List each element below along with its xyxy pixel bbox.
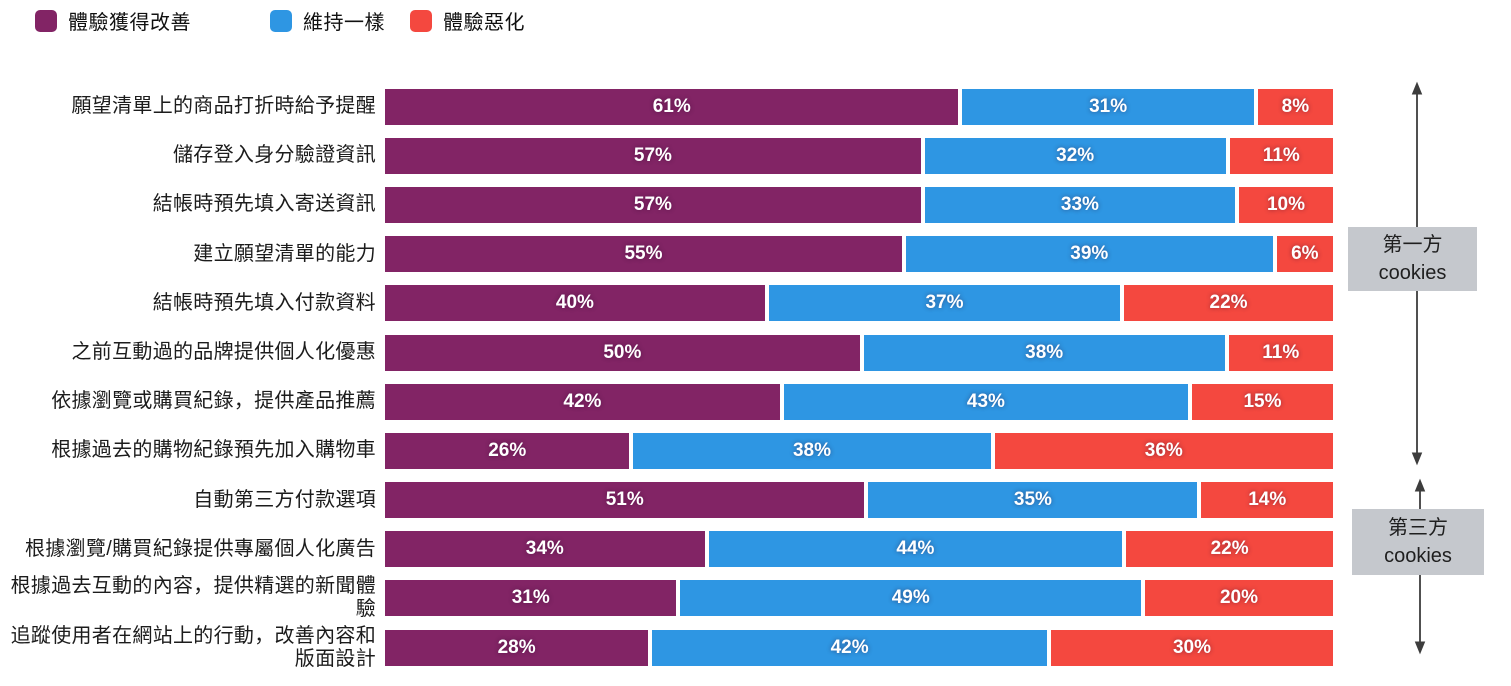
bar-segment-improve: 42% [385,383,780,420]
stacked-bar: 31% 49% 20% [385,580,1333,617]
legend-item-same: 維持一樣 [270,6,385,35]
category-label: 根據過去互動的內容，提供精選的新聞體驗 [10,575,376,621]
stacked-bar: 42% 43% 15% [385,383,1333,420]
category-label: 根據瀏覽/購買紀錄提供專屬個人化廣告 [25,537,376,560]
bar-segment-improve: 61% [385,88,959,125]
stacked-bar: 55% 39% 6% [385,236,1333,273]
third-party-line2: cookies [1384,545,1452,567]
chart-row: 自動第三方付款選項 51% 35% 14% [0,476,1333,525]
bar-segment-same: 39% [906,236,1273,273]
bar-segment-improve: 51% [385,482,865,519]
bar-segment-worse: 11% [1228,334,1333,371]
chart-row: 依據瀏覽或購買紀錄，提供產品推薦 42% 43% 15% [0,377,1333,426]
bar-segment-improve: 57% [385,137,921,174]
stacked-bar: 28% 42% 30% [385,629,1333,666]
bar-segment-improve: 28% [385,629,649,666]
stacked-bar: 34% 44% 22% [385,531,1333,568]
chart-row: 建立願望清單的能力 55% 39% 6% [0,230,1333,279]
legend-item-worse: 體驗惡化 [410,6,525,35]
category-label: 追蹤使用者在網站上的行動，改善內容和版面設計 [10,624,376,670]
stacked-bar: 57% 32% 11% [385,137,1333,174]
category-label: 建立願望清單的能力 [193,242,376,265]
legend-swatch-improve [35,9,57,32]
category-label: 自動第三方付款選項 [193,488,376,511]
category-label: 結帳時預先填入寄送資訊 [152,193,376,216]
chart-row: 結帳時預先填入付款資料 40% 37% 22% [0,279,1333,328]
bar-segment-worse: 22% [1124,285,1333,322]
third-party-line1: 第三方 [1388,517,1448,539]
bar-segment-worse: 6% [1276,236,1333,273]
stacked-bar: 61% 31% 8% [385,88,1334,125]
bar-segment-worse: 36% [994,432,1334,469]
bar-segment-worse: 14% [1201,482,1333,519]
stacked-bar: 26% 38% 36% [385,432,1334,469]
legend-label-worse: 體驗惡化 [443,12,525,34]
first-party-line2: cookies [1378,262,1447,284]
chart-row: 結帳時預先填入寄送資訊 57% 33% 10% [0,180,1333,229]
bar-segment-worse: 20% [1145,580,1333,617]
bar-segment-improve: 55% [385,236,902,273]
chart-row: 根據過去互動的內容，提供精選的新聞體驗 31% 49% 20% [0,574,1333,623]
category-label: 結帳時預先填入付款資料 [152,291,376,314]
bar-segment-worse: 10% [1239,186,1333,223]
stacked-bar: 57% 33% 10% [385,186,1333,223]
category-label: 依據瀏覽或購買紀錄，提供產品推薦 [51,390,376,413]
chart-row: 之前互動過的品牌提供個人化優惠 50% 38% 11% [0,328,1333,377]
stacked-bar-chart: 願望清單上的商品打折時給予提醒 61% 31% 8% 儲存登入身分驗證資訊 57% 32% 1… [0,82,1334,672]
bar-segment-same: 44% [708,531,1123,568]
category-label: 儲存登入身分驗證資訊 [173,144,376,167]
bar-segment-worse: 11% [1229,137,1333,174]
bar-segment-improve: 34% [385,531,705,568]
third-party-cookies-label: 第三方 cookies [1352,509,1484,575]
stacked-bar: 50% 38% 11% [385,334,1333,371]
bar-segment-worse: 15% [1192,383,1333,420]
legend-swatch-same [270,9,292,32]
category-label: 之前互動過的品牌提供個人化優惠 [71,341,376,364]
bar-segment-same: 42% [652,629,1047,666]
legend-label-improve: 體驗獲得改善 [68,12,191,34]
bar-segment-improve: 50% [385,334,860,371]
chart-row: 根據瀏覽/購買紀錄提供專屬個人化廣告 34% 44% 22% [0,525,1333,574]
bar-segment-improve: 40% [385,285,765,322]
bar-segment-same: 37% [768,285,1121,322]
bar-segment-same: 43% [783,383,1188,420]
bar-segment-worse: 22% [1126,531,1333,568]
legend-label-same: 維持一樣 [303,12,385,34]
bar-segment-worse: 8% [1257,88,1334,125]
chart-row: 願望清單上的商品打折時給予提醒 61% 31% 8% [0,82,1334,131]
chart-row: 儲存登入身分驗證資訊 57% 32% 11% [0,131,1333,180]
bar-segment-same: 31% [962,88,1254,125]
legend-item-improve: 體驗獲得改善 [35,6,191,35]
category-label: 根據過去的購物紀錄預先加入購物車 [51,439,376,462]
bar-segment-improve: 31% [385,580,677,617]
stacked-bar: 40% 37% 22% [385,285,1333,322]
legend-swatch-worse [410,9,432,32]
first-party-line1: 第一方 [1382,234,1443,256]
bar-segment-worse: 30% [1051,629,1333,666]
bar-segment-improve: 57% [385,186,921,223]
chart-row: 根據過去的購物紀錄預先加入購物車 26% 38% 36% [0,426,1334,475]
stacked-bar: 51% 35% 14% [385,482,1333,519]
bar-segment-same: 38% [863,334,1225,371]
chart-row: 追蹤使用者在網站上的行動，改善內容和版面設計 28% 42% 30% [0,623,1333,672]
bar-segment-same: 38% [633,432,991,469]
bar-segment-same: 35% [868,482,1198,519]
first-party-cookies-label: 第一方 cookies [1348,227,1477,291]
bar-segment-same: 33% [924,186,1235,223]
legend: 體驗獲得改善 維持一樣 體驗惡化 [0,6,1511,40]
bar-segment-same: 49% [680,580,1141,617]
bar-segment-improve: 26% [385,432,630,469]
category-label: 願望清單上的商品打折時給予提醒 [71,95,376,118]
bar-segment-same: 32% [924,137,1226,174]
